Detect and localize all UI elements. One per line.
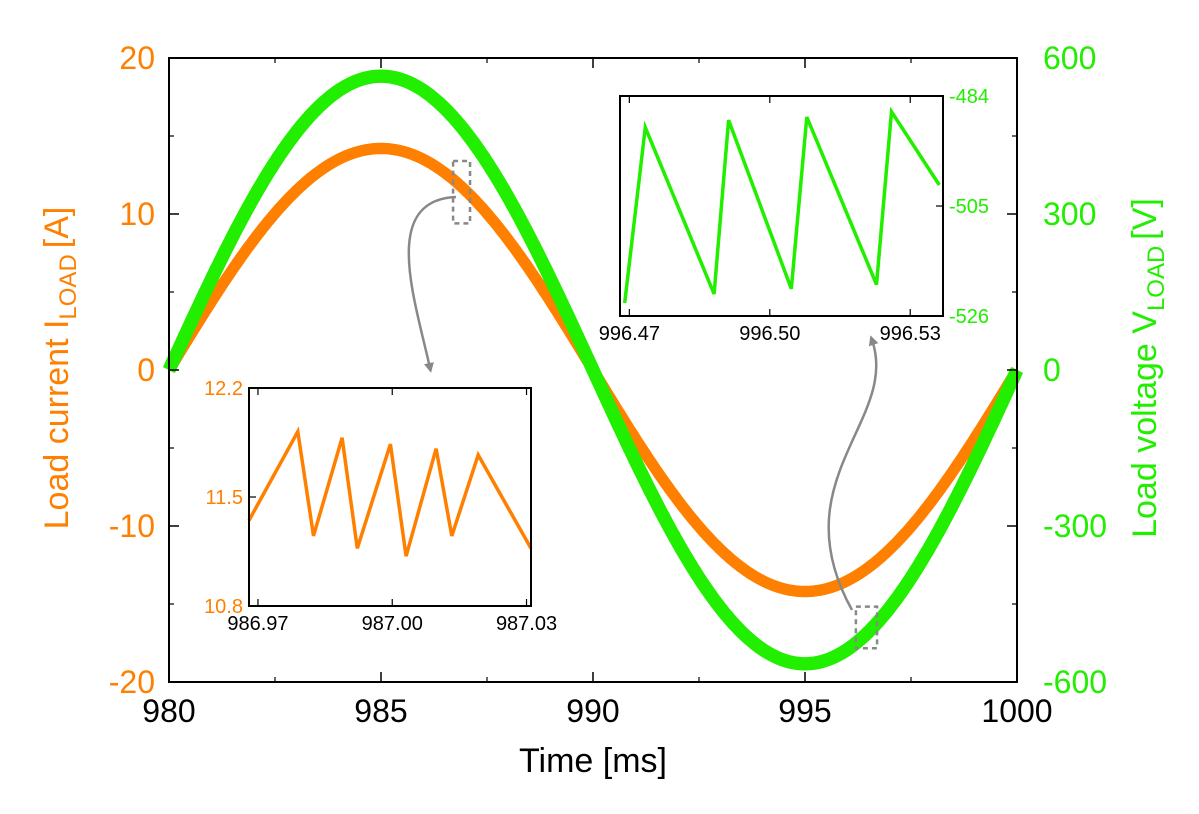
inset-voltage-x-tick-label: 996.50 — [739, 323, 800, 345]
inset-current-y-tick-label: 10.8 — [204, 596, 243, 618]
x-tick-label: 1000 — [981, 693, 1052, 729]
x-tick-label: 995 — [778, 693, 831, 729]
y-axis-title-left-main: Load current I — [38, 320, 76, 530]
y-left-tick-label: 20 — [119, 40, 155, 76]
inset-current-series — [247, 426, 533, 557]
inset-current-y-tick-label: 12.2 — [204, 378, 243, 400]
y-axis-title-right-unit: [V] — [1126, 198, 1164, 240]
zoom-arrow-current — [407, 195, 457, 373]
y-axis-title-left-sub: LOAD — [55, 254, 82, 319]
y-right-tick-label: -300 — [1043, 508, 1107, 544]
axis-titles: Time [ms] Load current ILOAD[A] Load vol… — [38, 198, 1170, 780]
inset-current-x-tick-label: 987.03 — [496, 613, 557, 635]
y-left-tick-label: -20 — [109, 664, 155, 700]
x-tick-label: 990 — [566, 693, 619, 729]
series-load-voltage — [162, 69, 1024, 671]
y-axis-title-left-unit: [A] — [38, 207, 76, 249]
y-right-tick-label: 0 — [1043, 352, 1061, 388]
x-tick-label: 985 — [354, 693, 407, 729]
inset-voltage-y-tick-label: -526 — [949, 306, 989, 328]
y-left-tick-label: 0 — [137, 352, 155, 388]
y-axis-title-right-main: Load voltage V — [1126, 311, 1164, 538]
zoom-box-voltage — [854, 605, 879, 650]
zoom-annotations — [407, 159, 879, 650]
inset-voltage-y-tick-label: -484 — [949, 86, 989, 108]
y-right-tick-label: -600 — [1043, 664, 1107, 700]
y-right-tick-label: 600 — [1043, 40, 1096, 76]
y-left-tick-label: -10 — [109, 508, 155, 544]
x-axis-title: Time [ms] — [519, 742, 667, 780]
inset-current-y-tick-label: 11.5 — [206, 487, 243, 509]
inset-voltage-background — [620, 96, 943, 316]
inset-current-x-tick-label: 987.00 — [362, 613, 423, 635]
inset-voltage-x-tick-label: 996.53 — [880, 323, 941, 345]
y-axis-title-right-sub: LOAD — [1143, 246, 1170, 311]
zoom-arrow-voltage — [827, 335, 879, 611]
svg-text:Load current ILOAD[A]: Load current ILOAD [A] — [38, 207, 82, 530]
inset-current-x-tick-label: 986.97 — [227, 613, 288, 635]
zoom-box-current — [451, 159, 472, 225]
inset-voltage-y-tick-label: -505 — [949, 196, 989, 218]
y-axis-title-left: Load current ILOAD [A] — [38, 207, 82, 530]
inset-current-plot: 986.97 987.00 987.03 10.8 11.5 12.2 — [204, 378, 557, 635]
main-plot: 980 985 990 995 1000 -20 -10 0 10 20 -600 -300 0 300 6… — [109, 40, 1107, 729]
inset-voltage-series — [622, 106, 941, 304]
y-axis-title-right: Load voltage VLOAD [V] — [1126, 198, 1170, 538]
inset-current-background — [249, 388, 531, 606]
inset-voltage-x-tick-label: 996.47 — [599, 323, 660, 345]
x-tick-label: 980 — [142, 693, 195, 729]
inset-voltage-plot: 996.47 996.50 996.53 -484 -505 -526 — [599, 86, 989, 345]
svg-text:Load voltage VLOAD[V]: Load voltage VLOAD [V] — [1126, 198, 1170, 538]
y-left-tick-label: 10 — [119, 196, 155, 232]
y-right-tick-label: 300 — [1043, 196, 1096, 232]
